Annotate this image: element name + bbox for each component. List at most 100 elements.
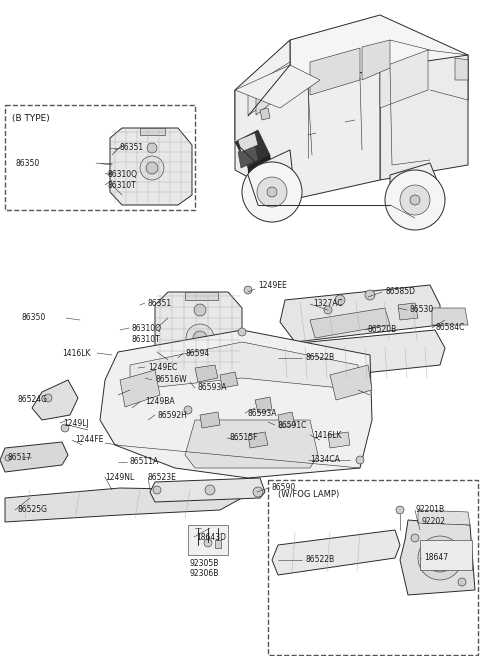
Polygon shape — [432, 308, 468, 325]
Text: 86592H: 86592H — [158, 411, 188, 419]
Circle shape — [253, 487, 263, 497]
Polygon shape — [200, 412, 220, 428]
Circle shape — [400, 185, 430, 215]
Circle shape — [147, 143, 157, 153]
Circle shape — [205, 485, 215, 495]
Polygon shape — [290, 15, 468, 100]
Text: 1327AC: 1327AC — [313, 300, 343, 308]
Polygon shape — [310, 308, 390, 338]
Circle shape — [184, 406, 192, 414]
Polygon shape — [0, 442, 68, 472]
Polygon shape — [235, 68, 380, 200]
Text: 86522B: 86522B — [305, 354, 334, 363]
Text: 86594: 86594 — [185, 348, 209, 358]
Polygon shape — [455, 58, 468, 80]
Polygon shape — [380, 55, 468, 180]
Circle shape — [193, 331, 207, 345]
Polygon shape — [268, 330, 445, 382]
Circle shape — [324, 306, 332, 314]
Text: 86350: 86350 — [15, 159, 39, 167]
Circle shape — [153, 486, 161, 494]
Text: 86593A: 86593A — [198, 384, 228, 392]
Text: 86525G: 86525G — [18, 506, 48, 514]
Text: 1249BA: 1249BA — [145, 398, 175, 407]
Circle shape — [458, 578, 466, 586]
Text: 86310T: 86310T — [107, 180, 136, 190]
Bar — [5, 105, 195, 210]
Text: 86310T: 86310T — [131, 335, 160, 344]
Circle shape — [244, 286, 252, 294]
Polygon shape — [418, 510, 470, 525]
Circle shape — [140, 156, 164, 180]
Polygon shape — [215, 540, 221, 548]
Polygon shape — [256, 65, 290, 115]
Circle shape — [5, 455, 11, 461]
Polygon shape — [130, 342, 360, 390]
Polygon shape — [280, 285, 440, 342]
Circle shape — [385, 170, 445, 230]
Polygon shape — [185, 420, 318, 468]
Text: (B TYPE): (B TYPE) — [12, 113, 50, 123]
Polygon shape — [32, 380, 78, 420]
Polygon shape — [400, 520, 475, 595]
Text: 86350: 86350 — [22, 314, 46, 323]
Polygon shape — [278, 412, 295, 428]
Polygon shape — [362, 40, 390, 80]
Polygon shape — [248, 432, 268, 448]
Polygon shape — [195, 365, 218, 382]
Polygon shape — [255, 397, 272, 413]
Polygon shape — [235, 130, 270, 168]
Text: 86310Q: 86310Q — [131, 323, 161, 333]
Polygon shape — [110, 128, 192, 205]
Polygon shape — [310, 48, 360, 95]
Polygon shape — [390, 163, 445, 218]
Text: 92306B: 92306B — [190, 569, 219, 579]
Text: 86511A: 86511A — [130, 457, 159, 466]
Text: 86517: 86517 — [8, 453, 32, 462]
Circle shape — [61, 424, 69, 432]
Polygon shape — [272, 530, 400, 575]
Text: 86523E: 86523E — [148, 472, 177, 482]
Text: 1334CA: 1334CA — [310, 455, 340, 464]
Polygon shape — [150, 478, 265, 502]
Text: 92305B: 92305B — [190, 558, 219, 567]
Polygon shape — [120, 370, 160, 407]
Text: 86591C: 86591C — [278, 420, 307, 430]
Text: 86530: 86530 — [410, 306, 434, 314]
Polygon shape — [155, 292, 242, 372]
Circle shape — [396, 506, 404, 514]
Text: 1244FE: 1244FE — [75, 436, 103, 445]
Circle shape — [267, 187, 277, 197]
Circle shape — [426, 544, 454, 572]
Circle shape — [242, 162, 302, 222]
Text: 1249EC: 1249EC — [148, 363, 177, 371]
Text: 86351: 86351 — [120, 144, 144, 152]
Text: 86516W: 86516W — [155, 375, 187, 384]
Circle shape — [365, 290, 375, 300]
Text: 1249LJ: 1249LJ — [63, 419, 89, 428]
Circle shape — [257, 177, 287, 207]
Text: 86310Q: 86310Q — [107, 169, 137, 178]
Text: 86351: 86351 — [148, 298, 172, 308]
Polygon shape — [100, 330, 372, 478]
Polygon shape — [238, 145, 258, 168]
Circle shape — [335, 295, 345, 305]
Text: 18643D: 18643D — [196, 533, 226, 541]
Circle shape — [411, 534, 419, 542]
Text: 1416LK: 1416LK — [313, 430, 341, 440]
Bar — [420, 540, 472, 570]
Polygon shape — [220, 372, 238, 388]
Text: 86593A: 86593A — [248, 409, 277, 417]
Circle shape — [356, 456, 364, 464]
Text: 86520B: 86520B — [368, 325, 397, 335]
Text: 1249NL: 1249NL — [105, 472, 134, 482]
Polygon shape — [238, 133, 258, 152]
Polygon shape — [380, 50, 428, 108]
Polygon shape — [398, 303, 418, 320]
Circle shape — [238, 328, 246, 336]
Polygon shape — [185, 292, 218, 300]
Text: 92201B: 92201B — [416, 506, 445, 514]
Text: 1249EE: 1249EE — [258, 281, 287, 291]
Circle shape — [418, 536, 462, 580]
Polygon shape — [330, 365, 372, 400]
